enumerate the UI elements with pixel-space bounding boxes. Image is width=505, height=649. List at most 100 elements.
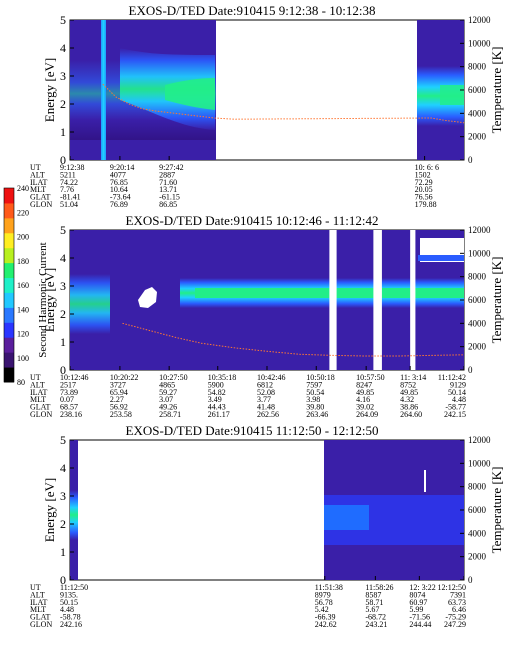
ephemeris-value: 261.17 xyxy=(208,410,230,419)
panel-2-right-ticks: 0 2000 4000 6000 8000 10000 12000 xyxy=(460,225,491,375)
ephemeris-row-label: ILAT xyxy=(30,388,47,397)
left-tick-label: 5 xyxy=(60,433,66,447)
right-tick-label: 10000 xyxy=(468,38,491,48)
ephemeris-value: 242.16 xyxy=(60,620,82,629)
ephemeris-value: 1502 xyxy=(415,170,431,179)
panel-2-flare-edge xyxy=(418,255,464,261)
left-tick-label: 1 xyxy=(60,125,66,139)
colorbar-segment xyxy=(4,232,14,249)
colorbar-scale xyxy=(3,187,15,383)
left-tick-label: 5 xyxy=(60,13,66,27)
ephemeris-value: -75.29 xyxy=(445,613,466,622)
ephemeris-value: 74.22 xyxy=(60,178,78,187)
ephemeris-value: 3.77 xyxy=(257,395,271,404)
left-tick-label: 4 xyxy=(60,251,66,265)
colorbar-tick-label: 180 xyxy=(17,257,29,266)
ephemeris-value: 12: 3:22 xyxy=(409,583,435,592)
colorbar-tick-label: 80 xyxy=(17,378,25,387)
colorbar-tick-label: 200 xyxy=(17,233,29,242)
panel-1-temperature-trace xyxy=(102,83,465,124)
panel-1-title: EXOS-D/TED Date:910415 9:12:38 - 10:12:3… xyxy=(129,3,376,18)
ephemeris-row-label: MLT xyxy=(30,395,46,404)
right-tick-label: 2000 xyxy=(468,552,487,562)
ephemeris-value: -58.78 xyxy=(60,613,81,622)
ephemeris-value: 4.48 xyxy=(60,605,74,614)
ephemeris-value: 11:12:50 xyxy=(60,583,88,592)
left-tick-label: 0 xyxy=(60,363,66,377)
ephemeris-value: 49.85 xyxy=(400,388,418,397)
panel-2-data-gap xyxy=(373,230,382,370)
ephemeris-value: 3.98 xyxy=(306,395,320,404)
ephemeris-value: 50.15 xyxy=(60,598,78,607)
ephemeris-value: 3.07 xyxy=(159,395,173,404)
ephemeris-value: 20.05 xyxy=(415,185,433,194)
colorbar-ticks: 80 100 120 140 160 180 200 220 240 xyxy=(17,184,29,387)
panel-1-left-ticks: 0 1 2 3 4 5 xyxy=(60,13,74,167)
ephemeris-value: 2887 xyxy=(159,170,175,179)
panel-3-spectrogram xyxy=(70,440,464,580)
ephemeris-value: 68.57 xyxy=(60,403,78,412)
right-tick-label: 6000 xyxy=(468,505,487,515)
ephemeris-value: 179.88 xyxy=(415,200,437,209)
panel-1-spike-core xyxy=(102,20,105,160)
ephemeris-value: -66.39 xyxy=(315,613,336,622)
panel-2-ylabel-left: Energy [eV] xyxy=(42,268,57,332)
panel-1: EXOS-D/TED Date:910415 9:12:38 - 10:12:3… xyxy=(30,3,504,209)
ephemeris-value: 76.56 xyxy=(415,193,433,202)
ephemeris-value: 6812 xyxy=(257,380,273,389)
ephemeris-value: 56.78 xyxy=(315,598,333,607)
ephemeris-value: 8979 xyxy=(315,590,331,599)
ephemeris-value: 5.42 xyxy=(315,605,329,614)
panel-3-title: EXOS-D/TED Date:910415 11:12:50 - 12:12:… xyxy=(126,423,379,438)
panel-3-ylabel-left: Energy [eV] xyxy=(42,478,57,542)
ephemeris-row-label: UT xyxy=(30,163,41,172)
ephemeris-value: 56.92 xyxy=(110,403,128,412)
ephemeris-value: 9:27:42 xyxy=(159,163,183,172)
ephemeris-value: 49.26 xyxy=(159,403,177,412)
ephemeris-value: 51.04 xyxy=(60,200,78,209)
ephemeris-value: 10: 6: 6 xyxy=(415,163,439,172)
left-tick-label: 1 xyxy=(60,335,66,349)
ephemeris-value: 11:12:42 xyxy=(438,373,466,382)
ephemeris-value: 39.80 xyxy=(306,403,324,412)
ephemeris-value: 253.58 xyxy=(110,410,132,419)
panel-3-plot-area: 0 1 2 3 4 5 0 2000 4000 6000 8000 10000 12000 xyxy=(60,433,491,587)
right-tick-label: 12000 xyxy=(468,435,491,445)
right-tick-label: 4000 xyxy=(468,108,487,118)
ephemeris-row-label: GLON xyxy=(30,410,52,419)
right-tick-label: 2000 xyxy=(468,132,487,142)
right-tick-label: 0 xyxy=(468,365,473,375)
ephemeris-value: 13.71 xyxy=(159,185,177,194)
right-tick-label: 0 xyxy=(468,155,473,165)
ephemeris-value: 8752 xyxy=(400,380,416,389)
ephemeris-value: 59.27 xyxy=(159,388,177,397)
ephemeris-value: 8587 xyxy=(365,590,381,599)
ephemeris-value: 4.48 xyxy=(452,395,466,404)
colorbar: 80 100 120 140 160 180 200 220 240 Second Harmon… xyxy=(3,184,49,387)
ephemeris-value: 58.71 xyxy=(365,598,383,607)
ephemeris-row-label: MLT xyxy=(30,185,46,194)
colorbar-label: Second Harmonic Current xyxy=(37,242,49,357)
panel-1-ylabel-right: Temperature [K] xyxy=(489,47,504,134)
ephemeris-value: -58.77 xyxy=(445,403,466,412)
left-tick-label: 3 xyxy=(60,489,66,503)
ephemeris-value: 242.62 xyxy=(315,620,337,629)
ephemeris-value: -81.41 xyxy=(60,193,81,202)
right-tick-label: 6000 xyxy=(468,85,487,95)
ephemeris-value: 12:12:50 xyxy=(438,583,466,592)
ephemeris-value: 10.64 xyxy=(110,185,128,194)
ephemeris-value: -68.72 xyxy=(365,613,386,622)
right-tick-label: 10000 xyxy=(468,458,491,468)
ephemeris-row-label: MLT xyxy=(30,605,46,614)
panel-2-data-gap xyxy=(329,230,337,370)
panel-2-white-blob xyxy=(138,287,157,308)
ephemeris-row-label: GLON xyxy=(30,620,52,629)
panel-1-hot-core xyxy=(165,78,215,110)
ephemeris-value: 41.48 xyxy=(257,403,275,412)
panel-2-data-gap xyxy=(410,230,416,370)
ephemeris-value: 5.67 xyxy=(365,605,379,614)
panel-3-streak xyxy=(424,470,426,492)
ephemeris-value: 54.82 xyxy=(208,388,226,397)
